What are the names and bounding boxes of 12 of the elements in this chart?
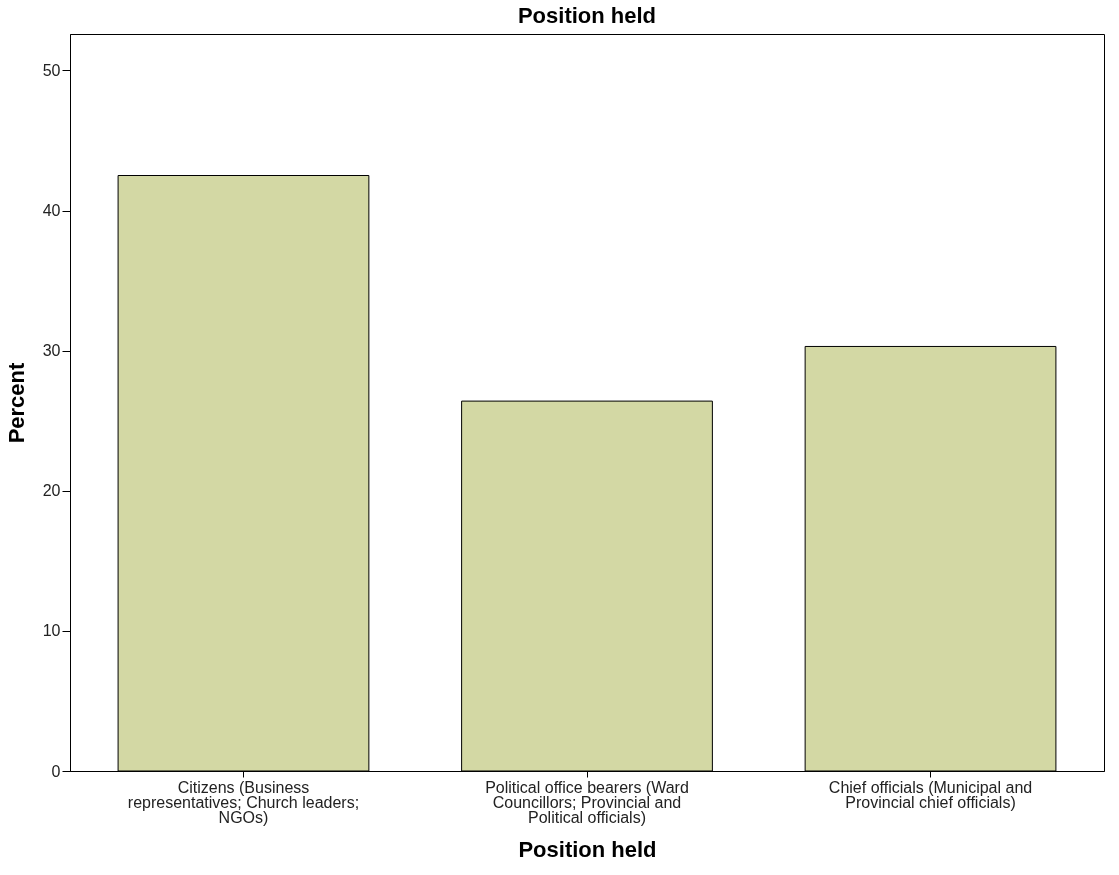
- x-axis-title: Position held: [518, 836, 657, 862]
- y-axis-title: Percent: [3, 361, 29, 444]
- y-tick-label: 30: [42, 342, 61, 360]
- y-tick-label: 40: [42, 202, 61, 220]
- y-tick-label: 20: [42, 482, 61, 500]
- x-tick-label: Citizens (Business representatives; Church leaders; NGOs): [127, 778, 360, 826]
- x-tick-label: Political office bearers (Ward Councillors; Provincial and Political officials): [485, 778, 689, 826]
- x-tick-label: Chief officials (Municipal and Provincial chief officials): [828, 778, 1033, 811]
- y-tick-label: 10: [42, 622, 61, 640]
- y-tick-label: 0: [51, 762, 61, 780]
- chart-title: Position held: [517, 3, 657, 28]
- y-tick-label: 50: [42, 61, 61, 79]
